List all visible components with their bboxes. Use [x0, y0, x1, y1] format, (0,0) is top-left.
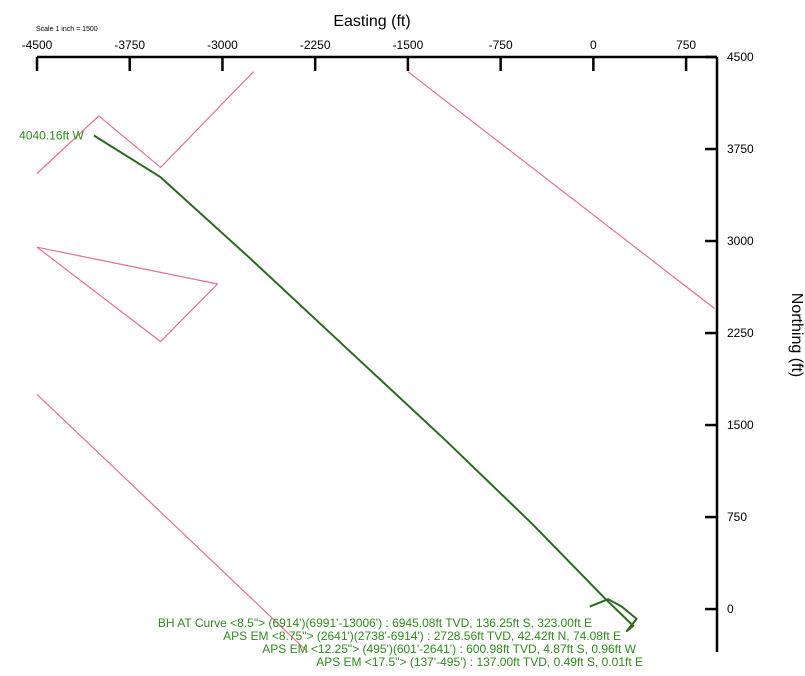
series-lease-line-4: [407, 71, 715, 309]
series-lease-line-3: [36, 393, 309, 653]
y-tick-label: 1500: [727, 418, 754, 432]
survey-section-label: BH AT Curve <8.5"> (6914')(6991'-13006')…: [158, 616, 592, 630]
y-tick-label: 0: [727, 602, 734, 616]
survey-section-label: APS EM <17.5"> (137'-495') : 137.00ft TV…: [316, 655, 643, 669]
wellpath-layer: [93, 134, 638, 633]
survey-section-label: APS EM <12.25"> (495')(601'-2641') : 600…: [262, 642, 636, 656]
series-wellpath: [93, 134, 638, 633]
x-tick-label: -3750: [114, 38, 145, 52]
x-tick-label: -750: [489, 38, 513, 52]
x-tick-label: -1500: [393, 38, 424, 52]
x-tick-label: 0: [590, 38, 597, 52]
series-lease-line-1: [36, 71, 254, 174]
series-lease-line-2: [36, 246, 219, 343]
axes: -4500 -3750 -3000 -2250 -1500 -750 0 750 0 750 150…: [22, 38, 754, 652]
y-tick-label: 3750: [727, 142, 754, 156]
x-tick-label: -4500: [22, 38, 53, 52]
y-tick-label: 2250: [727, 326, 754, 340]
x-tick-label: -3000: [207, 38, 238, 52]
annotations: 4040.16ft W BH AT Curve <8.5"> (6914')(69…: [19, 129, 643, 669]
x-axis-title: Easting (ft): [333, 13, 410, 30]
scale-note: Scale 1 inch = 1500: [36, 26, 98, 33]
x-tick-label: 750: [676, 38, 696, 52]
y-tick-label: 4500: [727, 50, 754, 64]
y-axis-title: Northing (ft): [788, 293, 805, 377]
survey-section-label: APS EM <8.75"> (2641')(2738'-6914') : 27…: [223, 629, 621, 643]
end-offset-label: 4040.16ft W: [19, 129, 84, 143]
y-tick-label: 3000: [727, 234, 754, 248]
y-tick-label: 750: [727, 510, 747, 524]
lease-lines: [36, 71, 715, 653]
x-tick-label: -2250: [300, 38, 331, 52]
